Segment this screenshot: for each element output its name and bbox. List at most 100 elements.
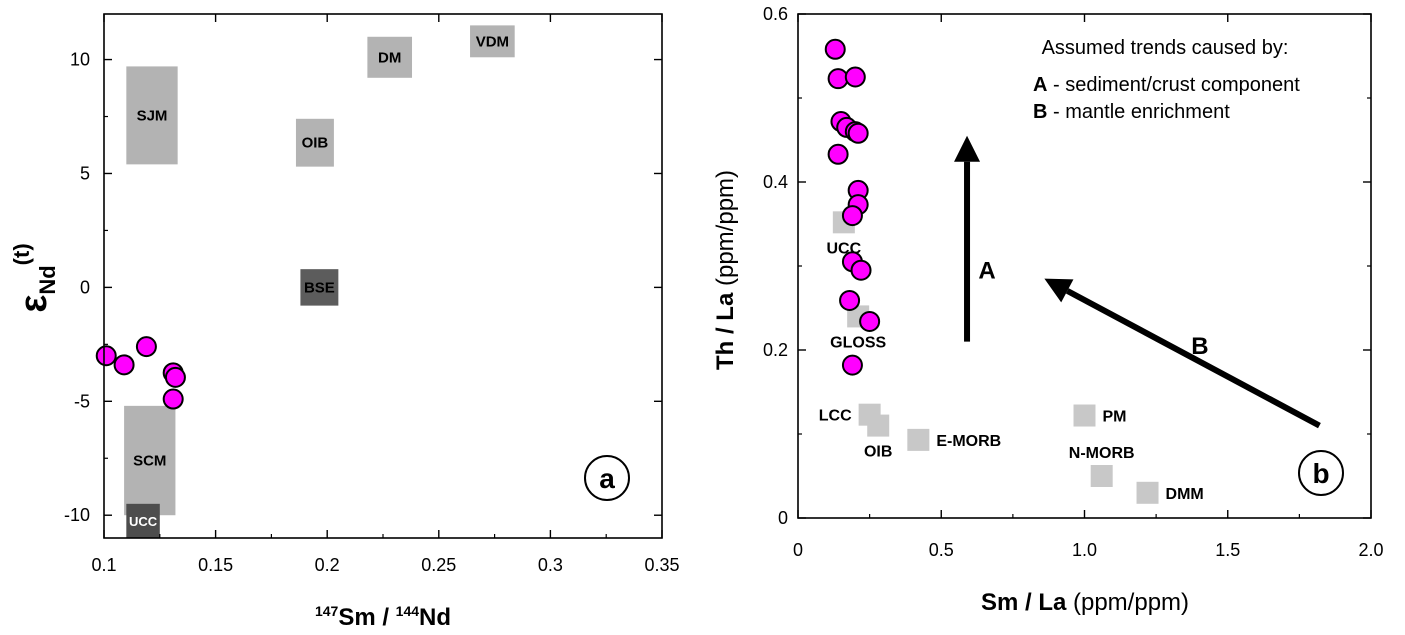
a-x-tick-label: 0.35 (644, 555, 679, 575)
legend-item-b-text: - mantle enrichment (1047, 101, 1230, 123)
a-y-ticks: 10 5 0 -5 -10 (64, 50, 662, 525)
b-data-point (841, 354, 863, 376)
ref-square-e-morb (907, 428, 930, 451)
a-x-tick-label: 0.3 (538, 555, 563, 575)
b-x-tick-label: 1.5 (1215, 540, 1240, 560)
b-y-tick-label: 0.4 (763, 172, 788, 192)
y-title-sub-nd: Nd (35, 265, 60, 294)
field-label-bse: BSE (304, 279, 335, 296)
a-x-ticks: 0.1 0.15 0.2 0.25 0.3 0.35 (91, 14, 680, 575)
x-title-nd: Nd (419, 604, 451, 631)
b-data-point (850, 259, 872, 281)
a-y-tick-label: 5 (80, 163, 90, 183)
field-box-bse (300, 269, 339, 306)
a-data-point (113, 354, 135, 376)
field-label-oib: OIB (302, 135, 329, 152)
b-y-title-units: (ppm/ppm) (712, 170, 739, 293)
a-y-tick-label: -10 (64, 505, 90, 525)
b-x-tick-label: 1.0 (1072, 540, 1097, 560)
legend-title: Assumed trends caused by: (1042, 37, 1289, 59)
panel-a-y-axis-title: εNd(t) (9, 243, 60, 312)
a-data-point (135, 336, 157, 358)
field-label-dm: DM (378, 49, 401, 66)
b-x-tick-label: 2.0 (1358, 540, 1383, 560)
b-data-point (839, 289, 861, 311)
ref-label-lcc: LCC (819, 408, 852, 425)
x-title-sup-147: 147 (315, 603, 339, 619)
panel-b-x-axis-title: Sm / La (ppm/ppm) (981, 589, 1189, 616)
ref-square-dmm (1136, 481, 1159, 504)
field-label-sjm: SJM (137, 107, 168, 124)
field-label-ucc: UCC (129, 514, 158, 529)
a-x-tick-label: 0.2 (315, 555, 340, 575)
legend-item-a-key: A (1033, 74, 1047, 96)
arrow-b-head (1044, 278, 1074, 303)
ref-square-oib (867, 414, 890, 437)
a-x-tick-label: 0.15 (198, 555, 233, 575)
legend-item-a-text: - sediment/crust component (1047, 74, 1300, 96)
b-data-point (847, 122, 869, 144)
panel-b-y-axis-title: Th / La (ppm/ppm) (712, 170, 739, 370)
ref-label-dmm: DMM (1166, 486, 1204, 503)
arrow-b-shaft (1065, 288, 1321, 429)
legend-item-a: A - sediment/crust component (1033, 74, 1300, 96)
a-points (95, 336, 186, 410)
ref-square-n-morb (1090, 465, 1113, 487)
ref-label-gloss: GLOSS (830, 334, 886, 351)
panel-b-badge-label: b (1312, 458, 1329, 489)
a-fields: SJM OIB DM VDM BSE SCM UCC (124, 25, 515, 538)
field-box-dm (367, 36, 413, 78)
b-data-point (824, 38, 846, 60)
legend-item-b: B - mantle enrichment (1033, 101, 1230, 123)
a-y-tick-label: 10 (70, 50, 90, 70)
b-y-tick-label: 0.2 (763, 340, 788, 360)
ref-square-pm (1073, 404, 1096, 427)
y-title-epsilon: ε (13, 295, 55, 313)
b-x-title-main: Sm / La (981, 589, 1067, 616)
b-data-point (827, 68, 849, 90)
y-title-sup-t: (t) (9, 243, 34, 265)
panel-a-x-axis-title: 147Sm / 144Nd (315, 603, 451, 631)
b-y-title-main: Th / La (712, 292, 739, 370)
a-data-point (95, 345, 117, 367)
field-box-vdm (470, 25, 515, 58)
field-box-ucc (126, 503, 160, 538)
a-x-tick-label: 0.25 (421, 555, 456, 575)
b-arrows: AB (954, 135, 1321, 429)
a-data-point (162, 388, 184, 410)
field-label-vdm: VDM (476, 33, 509, 50)
a-data-point (164, 366, 186, 388)
panel-a-frame (103, 13, 663, 539)
field-box-sjm (126, 66, 178, 165)
b-data-point (859, 310, 881, 332)
b-x-tick-label: 0.5 (929, 540, 954, 560)
field-box-scm (124, 405, 176, 516)
panel-a-badge-label: a (599, 463, 615, 494)
x-title-sm: Sm / (338, 604, 395, 631)
b-x-ticks: 0 0.5 1.0 1.5 2.0 (793, 14, 1384, 560)
ref-label-e-morb: E-MORB (936, 433, 1001, 450)
b-y-ticks: 0 0.2 0.4 0.6 (763, 4, 1371, 528)
panel-a-badge: a (584, 455, 630, 501)
b-x-tick-label: 0 (793, 540, 803, 560)
b-x-title-units: (ppm/ppm) (1066, 589, 1189, 616)
b-data-point (841, 205, 863, 227)
b-points (824, 38, 881, 376)
a-y-tick-label: -5 (74, 391, 90, 411)
a-y-tick-label: 0 (80, 277, 90, 297)
panel-a-badge-circle (584, 455, 630, 501)
x-title-sup-144: 144 (396, 603, 420, 619)
panel-b-badge-circle (1298, 450, 1344, 496)
ref-label-pm: PM (1103, 409, 1127, 426)
ref-label-oib: OIB (864, 444, 892, 461)
arrow-a-label: A (978, 258, 995, 285)
field-label-scm: SCM (133, 453, 166, 470)
b-data-point (844, 66, 866, 88)
arrow-b-label: B (1191, 333, 1208, 360)
trend-legend: Assumed trends caused by: A - sediment/c… (1033, 37, 1300, 123)
ref-label-n-morb: N-MORB (1069, 445, 1135, 462)
a-x-tick-label: 0.1 (91, 555, 116, 575)
